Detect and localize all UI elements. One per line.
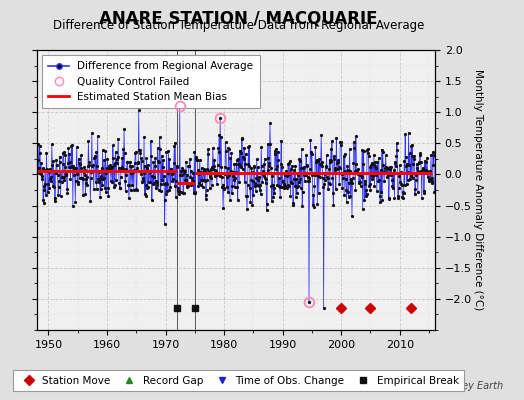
Legend: Difference from Regional Average, Quality Control Failed, Estimated Station Mean: Difference from Regional Average, Qualit… [42, 55, 259, 108]
Text: Difference of Station Temperature Data from Regional Average: Difference of Station Temperature Data f… [53, 19, 424, 32]
Text: Berkeley Earth: Berkeley Earth [431, 381, 503, 391]
Legend: Station Move, Record Gap, Time of Obs. Change, Empirical Break: Station Move, Record Gap, Time of Obs. C… [13, 370, 464, 391]
Y-axis label: Monthly Temperature Anomaly Difference (°C): Monthly Temperature Anomaly Difference (… [473, 69, 483, 311]
Text: ANARE STATION / MACQUARIE: ANARE STATION / MACQUARIE [99, 10, 378, 28]
